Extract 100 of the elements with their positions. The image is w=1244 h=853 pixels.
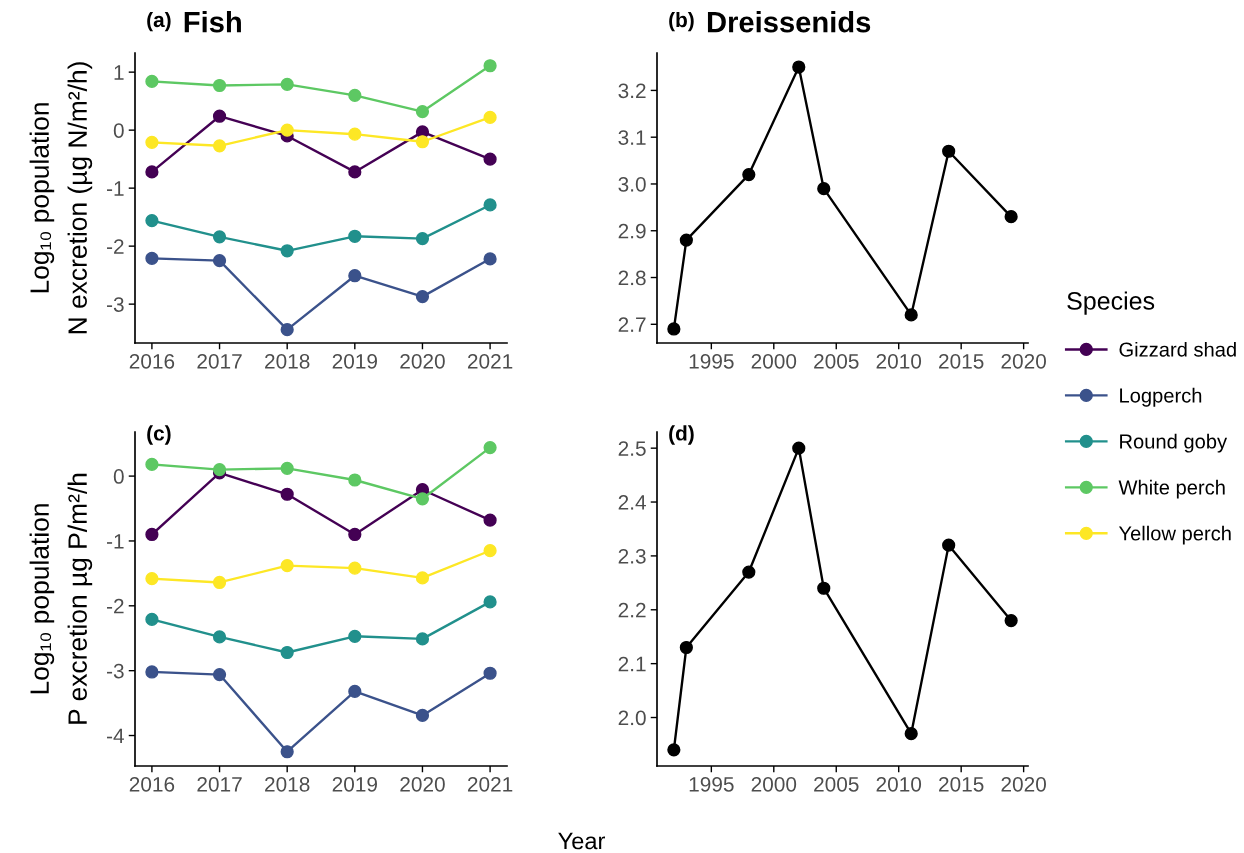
y-tick-label: -2 xyxy=(106,239,124,254)
x-tick-label: 2017 xyxy=(197,353,242,369)
x-axis-title: Year xyxy=(558,832,605,850)
x-tick-label: 2019 xyxy=(332,776,378,792)
point xyxy=(904,727,918,741)
legend-label: Yellow perch xyxy=(1118,525,1231,545)
point xyxy=(348,229,362,243)
point xyxy=(415,708,430,723)
point xyxy=(145,665,159,679)
point xyxy=(348,165,362,179)
x-tick-label: 2015 xyxy=(939,353,984,369)
point xyxy=(145,571,159,586)
point xyxy=(212,109,227,123)
x-tick-label: 2021 xyxy=(467,353,513,369)
point xyxy=(904,308,918,322)
y-tick-label: 3.2 xyxy=(618,83,646,99)
point xyxy=(145,165,159,179)
legend-label: White perch xyxy=(1118,479,1225,499)
point xyxy=(348,561,362,575)
y-tick-label: -3 xyxy=(106,663,124,679)
y-tick-label: -3 xyxy=(106,297,124,312)
point xyxy=(679,233,693,247)
y-tick-label: 2.3 xyxy=(618,548,646,564)
y-tick-label: -1 xyxy=(106,181,124,196)
x-tick-label: 2015 xyxy=(939,776,984,792)
point xyxy=(145,612,159,627)
point xyxy=(212,78,227,93)
chart-title: Dreissenids xyxy=(707,11,871,33)
x-tick-label: 2005 xyxy=(814,776,859,792)
y-tick-label: 2.8 xyxy=(618,270,646,286)
point xyxy=(483,59,497,73)
x-tick-label: 2018 xyxy=(265,776,310,792)
legend-label: Round goby xyxy=(1120,433,1228,453)
y-axis-title: Log₁₀ population P excretion µg P/m²/h xyxy=(29,473,93,724)
point xyxy=(348,127,362,141)
x-tick-label: 1995 xyxy=(689,776,734,792)
chart-title: Fish xyxy=(184,11,241,33)
point xyxy=(483,440,497,455)
legend-label: Logperch xyxy=(1120,387,1202,407)
y-tick-label: 2.2 xyxy=(618,602,646,618)
y-tick-label: -1 xyxy=(106,534,124,549)
point xyxy=(280,461,294,475)
x-tick-label: 2000 xyxy=(751,353,797,369)
point xyxy=(348,684,362,699)
x-tick-label: 2010 xyxy=(876,776,922,792)
x-tick-label: 2020 xyxy=(1001,353,1046,369)
point xyxy=(348,473,362,487)
y-tick-label: 1 xyxy=(114,65,124,80)
point xyxy=(817,581,831,595)
point xyxy=(942,538,956,552)
point xyxy=(415,290,430,304)
point xyxy=(792,441,806,455)
point xyxy=(280,745,294,759)
point xyxy=(942,144,956,158)
y-tick-label: 3.0 xyxy=(618,176,646,192)
point xyxy=(679,640,693,655)
y-tick-label: 2.0 xyxy=(618,710,646,726)
point xyxy=(792,60,806,74)
y-tick-label: 2.4 xyxy=(618,495,646,510)
point xyxy=(483,513,497,527)
point xyxy=(483,252,497,266)
point xyxy=(280,123,294,137)
point xyxy=(145,135,159,149)
point xyxy=(483,595,497,609)
point xyxy=(348,88,362,102)
point xyxy=(280,645,294,660)
x-tick-label: 2021 xyxy=(467,776,513,792)
y-tick-label: 2.5 xyxy=(618,441,646,456)
point xyxy=(483,198,497,212)
point xyxy=(280,244,294,258)
annotation: (c) xyxy=(147,425,171,445)
x-tick-label: 2020 xyxy=(1001,776,1046,792)
point xyxy=(415,104,430,119)
point xyxy=(483,110,497,124)
x-tick-label: 2010 xyxy=(876,353,922,369)
y-tick-label: 2.9 xyxy=(618,223,646,239)
x-tick-label: 2000 xyxy=(751,776,797,792)
point xyxy=(145,457,159,472)
point xyxy=(483,152,497,166)
point xyxy=(280,77,294,91)
x-tick-label: 2020 xyxy=(400,776,445,792)
point xyxy=(742,168,756,182)
y-axis-title: Log₁₀ population N excretion (µg N/m²/h) xyxy=(29,62,93,334)
point xyxy=(415,492,430,506)
point xyxy=(280,559,294,573)
y-tick-label: 0 xyxy=(113,123,124,138)
point xyxy=(145,214,159,228)
point xyxy=(145,527,159,542)
x-tick-label: 2016 xyxy=(129,776,175,792)
point xyxy=(415,232,430,246)
point xyxy=(212,575,227,590)
x-tick-label: 2017 xyxy=(197,776,242,792)
point xyxy=(1004,210,1018,224)
y-tick-label: 0 xyxy=(113,469,124,484)
x-tick-label: 2019 xyxy=(332,353,378,369)
point xyxy=(348,527,362,542)
point xyxy=(817,182,831,196)
text: (a) xyxy=(147,11,171,32)
point xyxy=(348,629,362,643)
y-tick-label: -2 xyxy=(106,598,124,614)
